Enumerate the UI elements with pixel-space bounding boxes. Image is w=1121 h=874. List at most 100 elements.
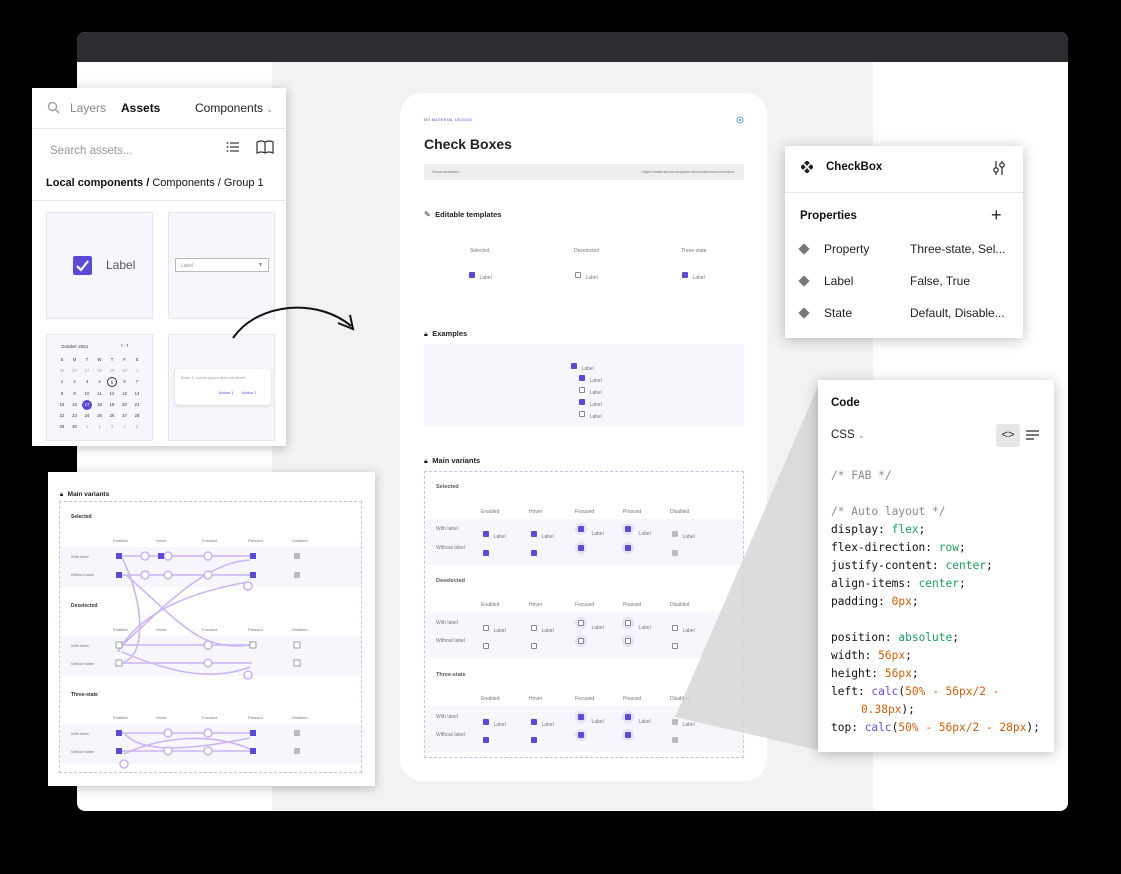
calendar-day[interactable]: 25 <box>59 368 65 374</box>
language-dropdown[interactable]: CSS ⌄ <box>831 429 865 441</box>
breadcrumb: Local components / Components / Group 1 <box>46 177 264 189</box>
calendar-day[interactable]: 28 <box>97 368 102 374</box>
calendar-day[interactable]: 13 <box>122 390 127 396</box>
calendar-day[interactable]: 16 <box>72 401 77 407</box>
col-selected: Selected <box>470 248 490 254</box>
calendar-day[interactable]: 5 <box>135 424 139 430</box>
calendar-day[interactable]: 30 <box>122 368 127 374</box>
calendar-day[interactable]: 15 <box>59 401 65 407</box>
calendar-day[interactable]: 24 <box>84 413 90 418</box>
search-icon[interactable] <box>47 101 60 114</box>
code-panel: Code CSS ⌄ <> /* FAB */ /* Auto layout *… <box>818 380 1054 752</box>
calendar-day[interactable]: 25 <box>97 413 102 418</box>
calendar-day[interactable]: 6 <box>123 379 126 385</box>
title-bar <box>77 32 1068 62</box>
calendar-day[interactable]: 11 <box>97 390 102 396</box>
calendar-day[interactable]: 3 <box>85 379 89 385</box>
select-value: Label <box>181 263 194 269</box>
tab-layers[interactable]: Layers <box>70 101 107 115</box>
dialog-action-1[interactable]: Action 1 <box>219 390 234 395</box>
select-component-tile[interactable]: Label ▼ <box>168 212 275 319</box>
calendar-day[interactable]: 7 <box>135 379 139 385</box>
calendar-day[interactable]: 29 <box>109 368 115 374</box>
calendar-day[interactable]: 19 <box>109 401 115 407</box>
tab-assets[interactable]: Assets <box>121 101 161 115</box>
page-title: Check Boxes <box>424 136 512 152</box>
breadcrumb-root[interactable]: Local components / <box>46 177 150 189</box>
documentation-bar[interactable]: Documentation https://material.io/compon… <box>424 164 744 180</box>
adjust-icon[interactable] <box>992 160 1006 176</box>
group-selected: Selected <box>436 484 459 490</box>
code-line: width: 56px; <box>831 649 912 662</box>
calendar-day[interactable]: 4 <box>98 379 101 385</box>
calendar-day[interactable]: 8 <box>60 390 64 396</box>
date-picker-tile[interactable]: October 2021 ‹ › S M T W T F S 25 26 27 28 29 30 1 1 2 3… <box>46 334 153 441</box>
calendar-nav-icons[interactable]: ‹ › <box>121 343 129 349</box>
calendar-day[interactable]: 1 <box>85 424 89 430</box>
search-input[interactable]: Search assets... <box>50 141 230 157</box>
calendar-weekday: S <box>60 357 64 362</box>
calendar-day[interactable]: 27 <box>84 368 90 374</box>
calendar-day[interactable]: 5 <box>107 377 117 388</box>
properties-title: Properties <box>800 210 857 222</box>
calendar-day[interactable]: 20 <box>122 401 127 407</box>
list-view-icon[interactable] <box>226 140 240 154</box>
curved-arrow-icon <box>232 306 355 339</box>
library-book-icon[interactable] <box>256 140 274 154</box>
main-variants-title: Main variants <box>432 456 481 465</box>
property-row[interactable]: State Default, Disable... <box>798 306 1015 322</box>
calendar-day[interactable]: 2 <box>98 424 101 430</box>
examples-section: 🔒︎ Examples <box>424 323 467 341</box>
calendar-day[interactable]: 17 <box>82 399 92 410</box>
calendar-weekday: F <box>123 357 126 362</box>
dialog-component-tile[interactable]: Body 3: Lorem ipsum dolor sit amet? Acti… <box>168 334 275 441</box>
calendar-day[interactable]: 26 <box>109 413 115 418</box>
code-comment: /* FAB */ <box>831 469 892 482</box>
component-icon <box>801 161 813 173</box>
calendar-day[interactable]: 2 <box>73 379 76 385</box>
calendar-day[interactable]: 22 <box>59 413 65 418</box>
prototype-connections <box>115 551 301 769</box>
doc-link[interactable]: https://material.io/components/checkboxe… <box>641 169 735 174</box>
property-row[interactable]: Label False, True <box>798 274 1015 290</box>
variant-diamond-icon <box>798 275 810 287</box>
code-view-icon[interactable]: <> <box>996 424 1020 447</box>
code-line: padding: 0px; <box>831 595 919 608</box>
pencil-icon: ✎ <box>424 210 431 219</box>
editable-selected[interactable]: Label <box>469 266 492 284</box>
calendar-day[interactable]: 30 <box>72 424 77 430</box>
calendar-day[interactable]: 1 <box>60 379 64 385</box>
calendar-day[interactable]: 3 <box>110 424 114 430</box>
checkbox-component-tile[interactable]: Label <box>46 212 153 319</box>
components-dropdown[interactable]: Components ⌄ <box>195 101 273 115</box>
calendar-day[interactable]: 26 <box>72 368 77 374</box>
dialog-action-2[interactable]: Action 2 <box>242 390 257 395</box>
calendar-day[interactable]: 4 <box>123 424 126 430</box>
variants-card-grid: Selected Enabled Hover Focused Pressed D… <box>59 501 362 773</box>
main-variants-card[interactable]: 🔒︎ Main variants Selected Enabled Hover … <box>48 472 375 786</box>
add-property-icon[interactable]: + <box>991 205 1002 225</box>
calendar-day[interactable]: 14 <box>134 390 140 396</box>
editable-deselected[interactable]: Label <box>575 266 598 284</box>
calendar-day[interactable]: 23 <box>72 413 77 418</box>
calendar-day[interactable]: 9 <box>73 390 76 396</box>
calendar-day[interactable]: 27 <box>122 413 127 418</box>
calendar-day[interactable]: 1 <box>135 368 139 374</box>
code-line: flex-direction: row; <box>831 541 966 554</box>
code-line: justify-content: center; <box>831 559 993 572</box>
calendar-day[interactable]: 10 <box>84 390 90 396</box>
calendar-day[interactable]: 28 <box>134 413 140 418</box>
calendar-day[interactable]: 21 <box>134 401 140 407</box>
text-align-icon[interactable] <box>1026 429 1039 441</box>
property-row[interactable]: Property Three-state, Sel... <box>798 242 1015 258</box>
calendar-day[interactable]: 18 <box>97 401 102 407</box>
calendar-weekday: M <box>72 357 77 362</box>
group-three-state: Three-state <box>436 672 466 678</box>
calendar-day[interactable]: 12 <box>109 390 115 396</box>
editable-three-state[interactable]: Label <box>682 266 705 284</box>
breadcrumb-current: Components / Group 1 <box>152 177 264 189</box>
chevron-down-icon: ⌄ <box>266 105 274 114</box>
code-line: position: absolute; <box>831 631 959 644</box>
calendar-day[interactable]: 29 <box>59 424 65 430</box>
examples-title: Examples <box>432 329 468 338</box>
